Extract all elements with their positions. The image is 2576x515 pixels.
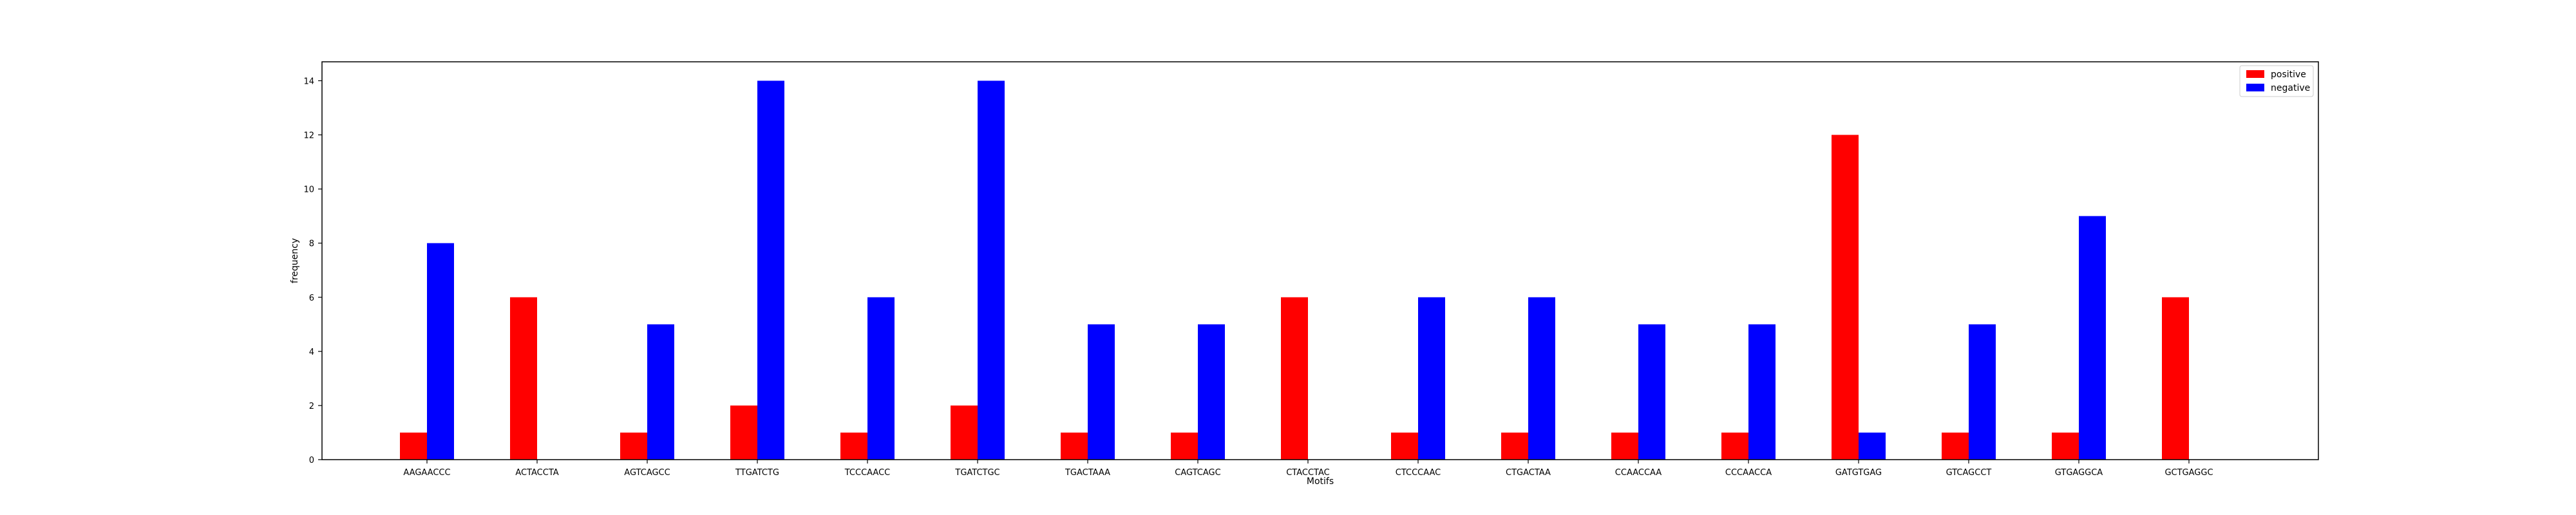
bar-negative-agtcagcc [647, 324, 674, 460]
bar-positive-gatgtgag [1832, 135, 1859, 460]
y-tick-label: 6 [309, 294, 314, 303]
bar-negative-ctgactaa [1528, 297, 1555, 460]
bar-positive-tgatctgc [951, 405, 978, 460]
x-tick-label: GTGAGGCA [2055, 468, 2103, 478]
bar-positive-aagaaccc [400, 432, 427, 460]
bar-negative-gatgtgag [1859, 432, 1886, 460]
bar-positive-ctgactaa [1501, 432, 1528, 460]
y-axis-label: frequency [290, 238, 300, 283]
bar-positive-actaccta [510, 297, 537, 460]
x-tick-label: TTGATCTG [735, 468, 779, 478]
bar-positive-cagtcagc [1171, 432, 1198, 460]
bar-negative-gtgaggca [2079, 216, 2106, 460]
bar-positive-cccaacca [1721, 432, 1748, 460]
bar-negative-gtcagcct [1969, 324, 1996, 460]
y-tick-label: 14 [303, 77, 314, 86]
x-tick-label: AGTCAGCC [624, 468, 670, 478]
legend-label-positive: positive [2271, 70, 2306, 80]
x-tick-label: TGATCTGC [954, 468, 999, 478]
y-tick-label: 2 [309, 402, 314, 411]
bar-negative-cccaacca [1748, 324, 1776, 460]
y-tick-label: 12 [303, 131, 314, 141]
y-tick-label: 10 [303, 185, 314, 195]
x-tick-label: GCTGAGGC [2164, 468, 2213, 478]
bar-negative-ttgatctg [757, 80, 784, 460]
bar-positive-gtcagcct [1942, 432, 1969, 460]
legend-swatch-positive [2246, 70, 2264, 78]
x-tick-label: CTACCTAC [1286, 468, 1330, 478]
x-tick-label: TCCCAACC [844, 468, 890, 478]
bar-negative-aagaaccc [427, 243, 454, 460]
x-tick-label: AAGAACCC [403, 468, 450, 478]
x-tick-label: GTCAGCCT [1946, 468, 1992, 478]
legend: positive negative [2239, 65, 2314, 97]
bar-positive-ctcccaac [1391, 432, 1418, 460]
x-tick-label: CTCCCAAC [1396, 468, 1441, 478]
bar-positive-ctacctac [1281, 297, 1308, 460]
bar-positive-ccaaccaa [1611, 432, 1638, 460]
x-tick-label: GATGTGAG [1835, 468, 1882, 478]
x-tick-label: CAGTCAGC [1175, 468, 1220, 478]
bar-negative-tgactaaa [1088, 324, 1115, 460]
x-tick-label: ACTACCTA [515, 468, 558, 478]
bar-negative-tgatctgc [978, 80, 1005, 460]
y-axis-ticks: 0 2 4 6 8 10 12 14 [303, 77, 322, 465]
bar-positive-gctgaggc [2162, 297, 2189, 460]
y-tick-label: 0 [309, 456, 314, 465]
plot-frame [321, 61, 2319, 460]
x-tick-label: CTGACTAA [1506, 468, 1551, 478]
x-tick-label: CCCAACCA [1725, 468, 1772, 478]
x-axis-label: Motifs [1307, 476, 1334, 487]
x-tick-label: CCAACCAA [1615, 468, 1662, 478]
bar-positive-tgactaaa [1061, 432, 1088, 460]
legend-label-negative: negative [2271, 83, 2310, 93]
bar-positive-tcccaacc [840, 432, 867, 460]
legend-swatch-negative [2246, 84, 2264, 91]
bars-layer [400, 80, 2189, 460]
bar-positive-gtgaggca [2052, 432, 2079, 460]
y-tick-label: 8 [309, 239, 314, 249]
bar-negative-tcccaacc [867, 297, 895, 460]
bar-positive-agtcagcc [620, 432, 647, 460]
y-tick-label: 4 [309, 348, 314, 357]
bar-positive-ttgatctg [730, 405, 757, 460]
bar-negative-cagtcagc [1198, 324, 1225, 460]
bar-negative-ctcccaac [1418, 297, 1445, 460]
x-axis-ticks: AAGAACCC ACTACCTA AGTCAGCC TTGATCTG TCCCAACC… [403, 460, 2213, 478]
x-tick-label: TGACTAAA [1065, 468, 1110, 478]
bar-negative-ccaaccaa [1638, 324, 1665, 460]
